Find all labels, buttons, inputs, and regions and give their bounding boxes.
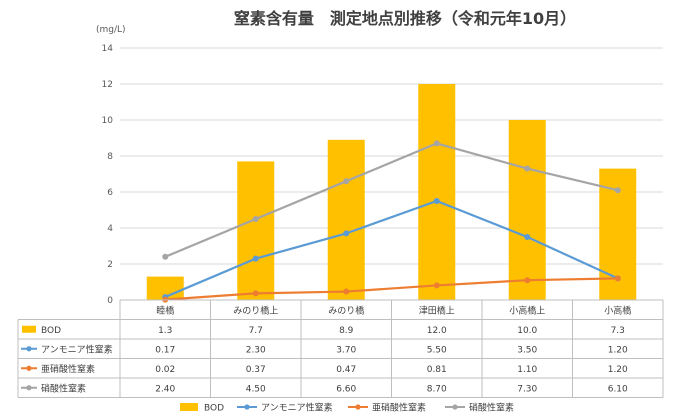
bar-bod bbox=[327, 139, 365, 300]
y-axis-unit-label: (mg/L) bbox=[96, 25, 126, 35]
data-value-cell: 3.50 bbox=[517, 345, 537, 355]
series-point-3 bbox=[162, 253, 169, 260]
series-point-3 bbox=[343, 178, 350, 185]
data-value-cell: 0.17 bbox=[155, 345, 175, 355]
table-key-marker bbox=[26, 385, 32, 391]
series-name: 亜硝酸性窒素 bbox=[41, 363, 95, 375]
data-value-cell: 2.40 bbox=[155, 384, 175, 394]
legend-label: 亜硝酸性窒素 bbox=[372, 402, 426, 414]
legend-label: アンモニア性窒素 bbox=[261, 402, 333, 414]
data-value-cell: 1.10 bbox=[517, 365, 537, 375]
y-tick-label: 14 bbox=[102, 44, 114, 54]
y-tick-label: 4 bbox=[107, 224, 113, 234]
legend-key-marker bbox=[355, 404, 361, 410]
data-value-cell: 10.0 bbox=[517, 326, 537, 336]
data-value-cell: 7.3 bbox=[611, 326, 625, 336]
bar-bod bbox=[508, 120, 546, 300]
y-tick-label: 12 bbox=[102, 80, 113, 90]
data-value-cell: 0.02 bbox=[155, 365, 175, 375]
y-tick-label: 6 bbox=[107, 188, 113, 198]
series-point-3 bbox=[252, 216, 259, 222]
data-value-cell: 1.20 bbox=[608, 345, 628, 355]
series-point-1 bbox=[433, 198, 440, 204]
series-point-1 bbox=[343, 230, 350, 237]
table-key-marker bbox=[26, 365, 32, 371]
bar-bod bbox=[418, 84, 456, 300]
category-label: 小高橋 bbox=[604, 305, 631, 317]
data-value-cell: 8.9 bbox=[339, 326, 354, 336]
data-value-cell: 6.60 bbox=[336, 384, 356, 394]
data-value-cell: 4.50 bbox=[246, 384, 266, 394]
legend-key-marker bbox=[244, 404, 250, 410]
series-point-2 bbox=[343, 288, 350, 295]
series-point-2 bbox=[614, 275, 621, 282]
legend-key-bar bbox=[180, 403, 198, 411]
y-tick-label: 8 bbox=[107, 152, 113, 162]
table-key-bar bbox=[22, 325, 36, 333]
series-point-2 bbox=[524, 277, 531, 284]
series-point-3 bbox=[433, 140, 440, 147]
series-name: アンモニア性窒素 bbox=[41, 343, 113, 355]
data-value-cell: 0.47 bbox=[336, 365, 356, 375]
data-value-cell: 5.50 bbox=[427, 345, 447, 355]
data-value-cell: 7.7 bbox=[249, 326, 263, 336]
y-tick-label: 2 bbox=[107, 260, 113, 270]
category-label: みのり橋 bbox=[328, 305, 364, 317]
series-point-1 bbox=[252, 255, 259, 262]
series-point-3 bbox=[614, 187, 621, 194]
series-point-2 bbox=[433, 282, 440, 289]
legend-label: 硝酸性窒素 bbox=[469, 402, 514, 414]
chart-title: 窒素含有量 測定地点別推移（令和元年10月） bbox=[234, 9, 576, 28]
data-value-cell: 7.30 bbox=[517, 384, 537, 394]
series-name: 硝酸性窒素 bbox=[41, 382, 86, 394]
category-label: 睦橋 bbox=[156, 305, 174, 317]
data-value-cell: 0.81 bbox=[427, 365, 447, 375]
data-value-cell: 12.0 bbox=[427, 326, 447, 336]
series-point-2 bbox=[252, 290, 259, 297]
series-line-2 bbox=[165, 277, 618, 301]
data-value-cell: 1.20 bbox=[608, 365, 628, 375]
data-value-cell: 1.3 bbox=[158, 326, 172, 336]
y-tick-label: 0 bbox=[107, 296, 113, 306]
category-label: 小高橋上 bbox=[509, 305, 545, 317]
y-tick-label: 10 bbox=[102, 116, 114, 126]
series-name: BOD bbox=[41, 326, 61, 336]
series-point-3 bbox=[524, 165, 531, 172]
data-value-cell: 2.30 bbox=[246, 345, 266, 355]
data-value-cell: 8.70 bbox=[427, 384, 447, 394]
bar-bod bbox=[237, 161, 275, 300]
data-value-cell: 6.10 bbox=[608, 384, 628, 394]
series-point-1 bbox=[524, 234, 531, 240]
category-label: 津田橋上 bbox=[419, 305, 455, 317]
data-value-cell: 3.70 bbox=[336, 345, 356, 355]
series-line-3 bbox=[164, 142, 619, 258]
table-key-marker bbox=[26, 346, 32, 352]
category-label: みのり橋上 bbox=[233, 305, 278, 317]
legend-label: BOD bbox=[204, 404, 224, 414]
series-line-1 bbox=[164, 199, 619, 298]
legend-key-marker bbox=[452, 404, 458, 410]
data-value-cell: 0.37 bbox=[246, 365, 266, 375]
